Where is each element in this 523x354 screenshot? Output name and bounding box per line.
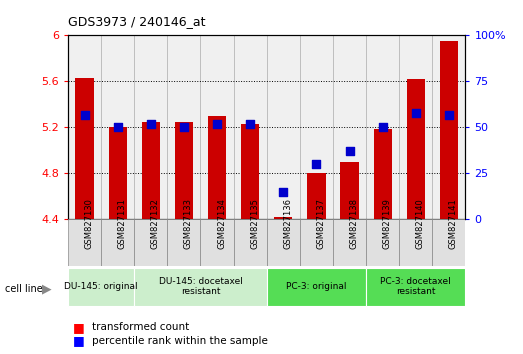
Bar xyxy=(134,35,167,219)
Bar xyxy=(300,35,333,219)
Bar xyxy=(167,35,200,219)
Text: ■: ■ xyxy=(73,334,85,347)
Point xyxy=(445,112,453,118)
Bar xyxy=(75,78,94,219)
Bar xyxy=(399,219,433,266)
Point xyxy=(379,125,387,130)
Point xyxy=(345,149,354,154)
Text: GSM827136: GSM827136 xyxy=(283,198,292,249)
Bar xyxy=(433,35,465,219)
Bar xyxy=(333,219,366,266)
Text: GSM827132: GSM827132 xyxy=(151,198,160,249)
Text: ■: ■ xyxy=(73,321,85,334)
Bar xyxy=(68,35,101,219)
Text: GSM827130: GSM827130 xyxy=(85,198,94,249)
Text: GSM827135: GSM827135 xyxy=(250,198,259,249)
Bar xyxy=(200,35,234,219)
Bar xyxy=(267,35,300,219)
Bar xyxy=(109,127,127,219)
Point xyxy=(180,125,188,130)
Bar xyxy=(167,219,200,266)
Point xyxy=(81,112,89,118)
Bar xyxy=(300,219,333,266)
Text: percentile rank within the sample: percentile rank within the sample xyxy=(92,336,267,346)
Bar xyxy=(175,122,193,219)
Bar xyxy=(134,268,267,306)
Bar xyxy=(267,219,300,266)
Point xyxy=(213,121,221,127)
Text: DU-145: original: DU-145: original xyxy=(64,282,138,291)
Bar xyxy=(68,268,134,306)
Bar xyxy=(234,35,267,219)
Bar xyxy=(267,268,366,306)
Bar xyxy=(373,129,392,219)
Text: transformed count: transformed count xyxy=(92,322,189,332)
Bar xyxy=(433,219,465,266)
Bar xyxy=(366,35,399,219)
Bar xyxy=(68,219,101,266)
Bar xyxy=(407,79,425,219)
Bar xyxy=(241,124,259,219)
Bar xyxy=(274,217,292,219)
Point xyxy=(113,125,122,130)
Bar xyxy=(208,116,226,219)
Bar xyxy=(440,41,458,219)
Text: GSM827141: GSM827141 xyxy=(449,198,458,249)
Bar xyxy=(234,219,267,266)
Point xyxy=(246,121,254,127)
Text: GSM827137: GSM827137 xyxy=(316,198,325,249)
Bar xyxy=(134,219,167,266)
Bar xyxy=(308,173,325,219)
Bar xyxy=(333,35,366,219)
Bar xyxy=(340,162,359,219)
Text: GSM827140: GSM827140 xyxy=(416,198,425,249)
Bar xyxy=(366,268,465,306)
Point xyxy=(412,110,420,115)
Point xyxy=(312,161,321,167)
Point xyxy=(146,121,155,127)
Text: cell line: cell line xyxy=(5,284,43,293)
Bar xyxy=(200,219,234,266)
Bar xyxy=(366,219,399,266)
Bar xyxy=(101,219,134,266)
Bar xyxy=(101,35,134,219)
Text: PC-3: original: PC-3: original xyxy=(286,282,347,291)
Text: GSM827133: GSM827133 xyxy=(184,198,193,249)
Text: GDS3973 / 240146_at: GDS3973 / 240146_at xyxy=(68,15,206,28)
Bar xyxy=(399,35,433,219)
Text: GSM827138: GSM827138 xyxy=(349,198,359,249)
Text: GSM827131: GSM827131 xyxy=(118,198,127,249)
Text: PC-3: docetaxel
resistant: PC-3: docetaxel resistant xyxy=(380,277,451,296)
Text: GSM827139: GSM827139 xyxy=(383,198,392,249)
Text: GSM827134: GSM827134 xyxy=(217,198,226,249)
Text: ▶: ▶ xyxy=(42,282,52,295)
Bar xyxy=(142,122,160,219)
Point xyxy=(279,189,288,195)
Text: DU-145: docetaxel
resistant: DU-145: docetaxel resistant xyxy=(158,277,243,296)
